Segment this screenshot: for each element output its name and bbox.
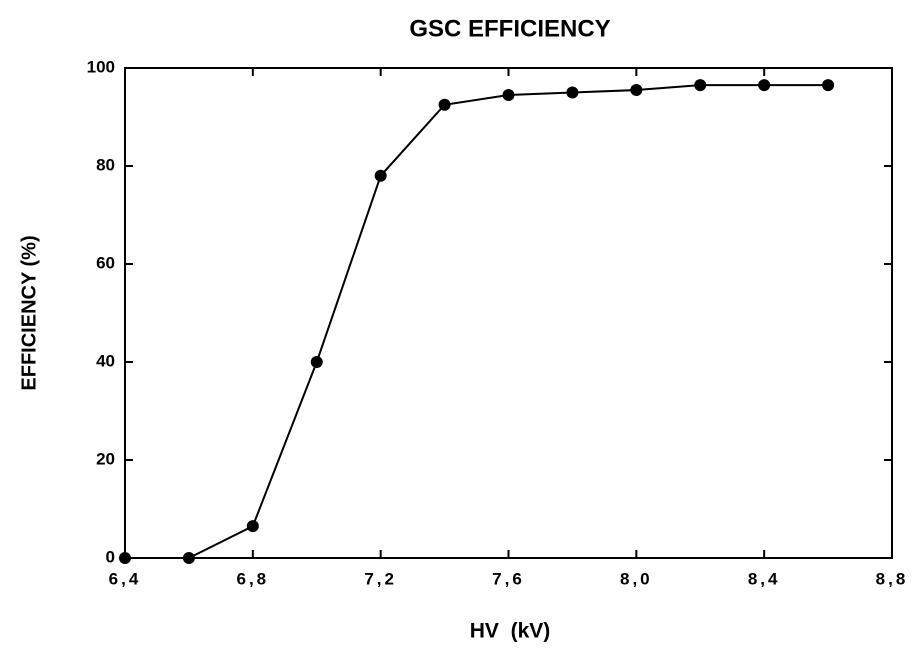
data-point <box>694 79 707 92</box>
data-point <box>374 169 387 182</box>
data-point <box>758 79 771 92</box>
data-point <box>630 84 643 97</box>
data-point <box>310 356 323 368</box>
x-tick-label: 6,8 <box>237 569 270 588</box>
x-tick-label: 8,0 <box>620 569 653 588</box>
x-axis-label: HV (kV) <box>470 620 551 643</box>
y-tick-label: 40 <box>96 351 115 370</box>
data-point <box>502 88 515 101</box>
data-point <box>182 552 195 564</box>
plot-frame <box>124 67 893 559</box>
x-tick-label: 6,4 <box>109 569 142 588</box>
x-tick-label: 7,2 <box>364 569 397 588</box>
y-tick-label: 80 <box>96 155 115 174</box>
y-tick-label: 20 <box>96 449 115 468</box>
y-tick-label: 100 <box>87 57 115 76</box>
x-tick-label: 8,8 <box>876 569 909 588</box>
chart-title: GSC EFFICIENCY <box>409 15 610 42</box>
y-tick-label: 60 <box>96 253 115 272</box>
data-point <box>566 86 579 99</box>
data-point <box>822 79 835 92</box>
data-point <box>119 552 131 564</box>
y-tick-label: 0 <box>106 547 115 566</box>
y-axis-label: EFFICIENCY (%) <box>18 235 40 390</box>
data-point <box>246 520 259 533</box>
data-point <box>438 98 451 111</box>
series-line <box>125 84 829 559</box>
x-tick-label: 7,6 <box>492 569 525 588</box>
x-tick-label: 8,4 <box>748 569 781 588</box>
